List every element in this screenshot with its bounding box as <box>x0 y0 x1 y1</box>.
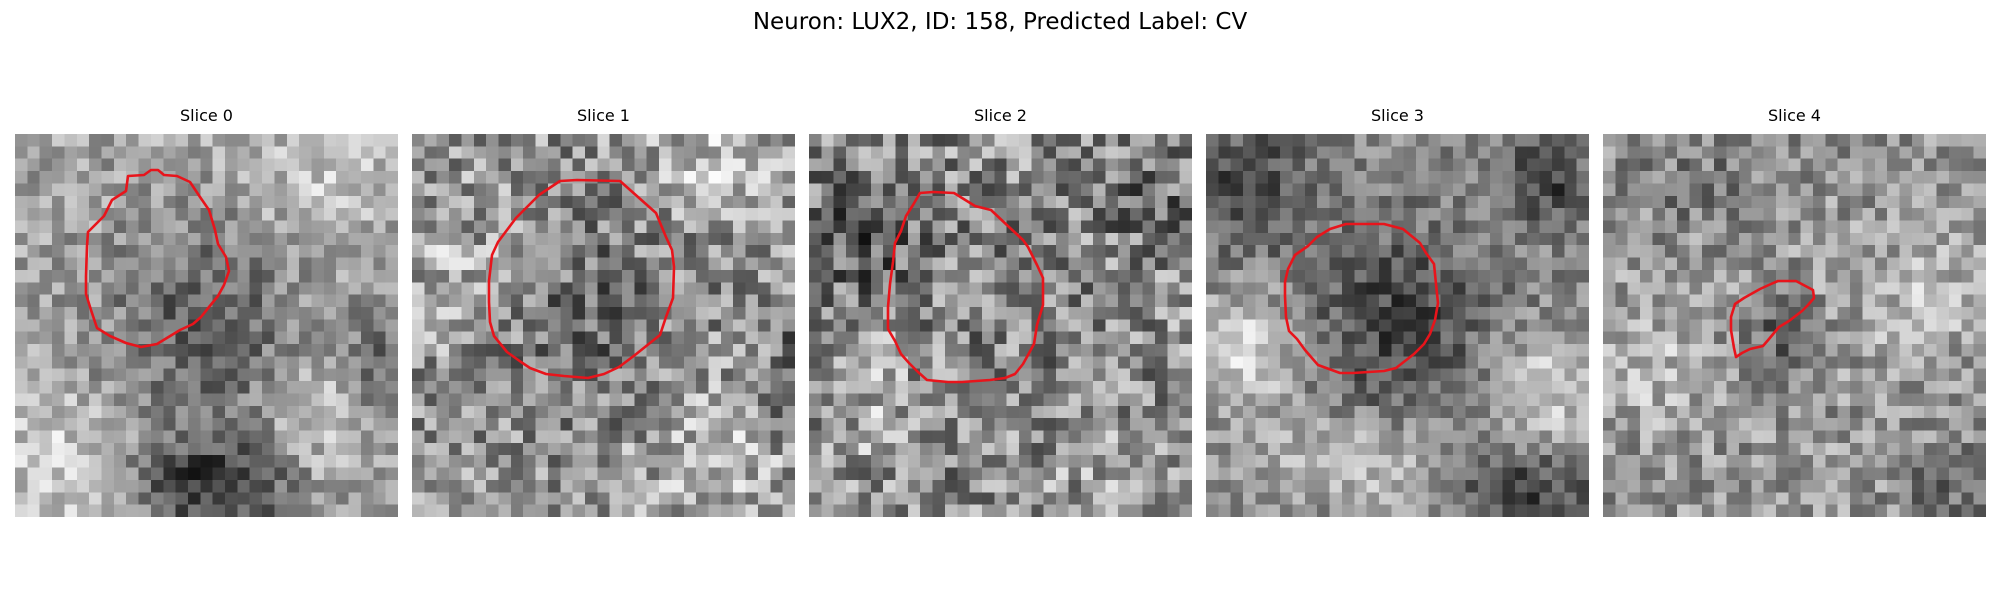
slice-title: Slice 1 <box>577 106 630 125</box>
roi-contour <box>886 190 1045 384</box>
slice-title: Slice 3 <box>1371 106 1424 125</box>
slice-title: Slice 2 <box>974 106 1027 125</box>
slice-image-view <box>809 134 1192 517</box>
slice-image-view <box>1603 134 1986 517</box>
roi-contour <box>84 168 231 349</box>
slice-image <box>15 134 398 517</box>
slice-image-view <box>412 134 795 517</box>
slice-image <box>809 134 1192 517</box>
roi-contour <box>1729 279 1816 359</box>
roi-contour <box>487 178 676 380</box>
figure-title: Neuron: LUX2, ID: 158, Predicted Label: … <box>752 9 1248 35</box>
slice-image <box>1206 134 1589 517</box>
slice-image-view <box>1206 134 1589 517</box>
slice-image-view <box>15 134 398 517</box>
slice-image <box>412 134 795 517</box>
slice-title: Slice 4 <box>1768 106 1821 125</box>
slice-image <box>1603 134 1986 517</box>
roi-contour <box>1283 222 1440 375</box>
slice-title: Slice 0 <box>180 106 233 125</box>
